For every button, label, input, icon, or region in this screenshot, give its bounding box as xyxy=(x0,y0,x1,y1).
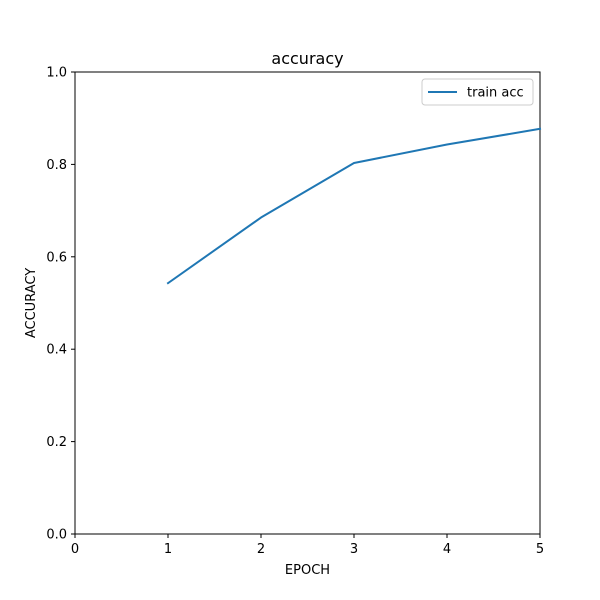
y-tick-label: 1.0 xyxy=(46,66,67,81)
y-axis-label: ACCURACY xyxy=(24,268,39,338)
plot-area xyxy=(74,71,541,535)
legend: train acc xyxy=(421,78,534,106)
x-tick-label: 5 xyxy=(536,542,544,557)
y-tick-label: 0.6 xyxy=(46,250,67,265)
y-tick-label: 0.4 xyxy=(46,343,67,358)
chart-title: accuracy xyxy=(271,49,343,68)
y-tick-label: 0.0 xyxy=(46,528,67,543)
x-axis-label: EPOCH xyxy=(285,563,330,578)
plot-frame xyxy=(74,71,541,535)
x-tick-label: 4 xyxy=(443,542,451,557)
y-tick-label: 0.2 xyxy=(46,435,67,450)
x-tick-label: 0 xyxy=(71,542,79,557)
y-tick-label: 0.8 xyxy=(46,158,67,173)
x-tick-label: 1 xyxy=(164,542,172,557)
legend-label: train acc xyxy=(467,86,524,101)
x-tick-label: 2 xyxy=(257,542,265,557)
legend-box xyxy=(421,78,534,106)
y-axis: 0.0 0.2 0.4 0.6 0.8 1.0 xyxy=(46,66,75,543)
x-tick-label: 3 xyxy=(350,542,358,557)
series-layer xyxy=(166,127,542,285)
x-axis: 0 1 2 3 4 5 xyxy=(71,534,544,557)
